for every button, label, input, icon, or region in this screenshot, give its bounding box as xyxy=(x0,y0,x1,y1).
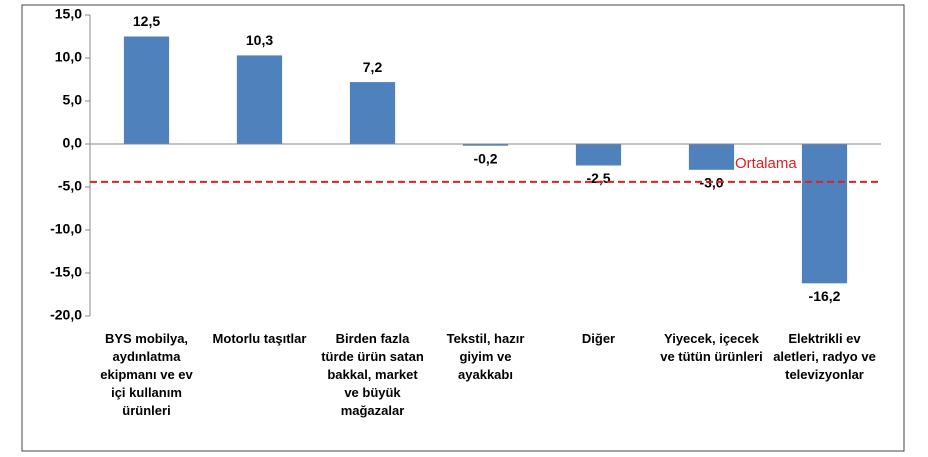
x-tick-label: Motorlu taşıtlar xyxy=(212,331,307,346)
bar xyxy=(462,144,509,146)
y-tick-label: 10,0 xyxy=(55,49,82,65)
x-tick-label: Elektrikli ev aletleri, radyo ve televiz… xyxy=(773,331,876,382)
value-label: 10,3 xyxy=(246,32,273,48)
x-tick-label: Birden fazla türde ürün satan bakkal, ma… xyxy=(321,331,424,418)
value-label: 12,5 xyxy=(133,13,160,29)
bar xyxy=(575,144,622,166)
bar xyxy=(236,55,283,144)
value-label: -0,2 xyxy=(473,150,497,166)
x-tick-label: Tekstil, hazır giyim ve ayakkabı xyxy=(446,331,525,382)
value-label: 7,2 xyxy=(363,59,383,75)
x-tick-label: BYS mobilya, aydınlatma ekipmanı ve ev i… xyxy=(100,331,193,418)
y-tick-label: 15,0 xyxy=(55,6,82,22)
x-tick-label: Diğer xyxy=(581,331,616,346)
bar xyxy=(123,36,170,144)
bar xyxy=(688,144,735,170)
y-tick-label: -20,0 xyxy=(50,307,82,323)
reference-label: Ortalama xyxy=(735,155,797,172)
y-tick-label: -5,0 xyxy=(58,178,82,194)
y-tick-label: 5,0 xyxy=(63,92,83,108)
x-tick-label: Yiyecek, içecek ve tütün ürünleri xyxy=(660,331,763,364)
frame xyxy=(21,4,905,452)
bar xyxy=(801,144,848,284)
y-tick-label: -10,0 xyxy=(50,221,82,237)
value-label: -16,2 xyxy=(809,288,841,304)
y-tick-label: -15,0 xyxy=(50,264,82,280)
value-label: -2,5 xyxy=(586,170,610,186)
bar xyxy=(349,82,396,144)
y-tick-label: 0,0 xyxy=(63,135,83,151)
